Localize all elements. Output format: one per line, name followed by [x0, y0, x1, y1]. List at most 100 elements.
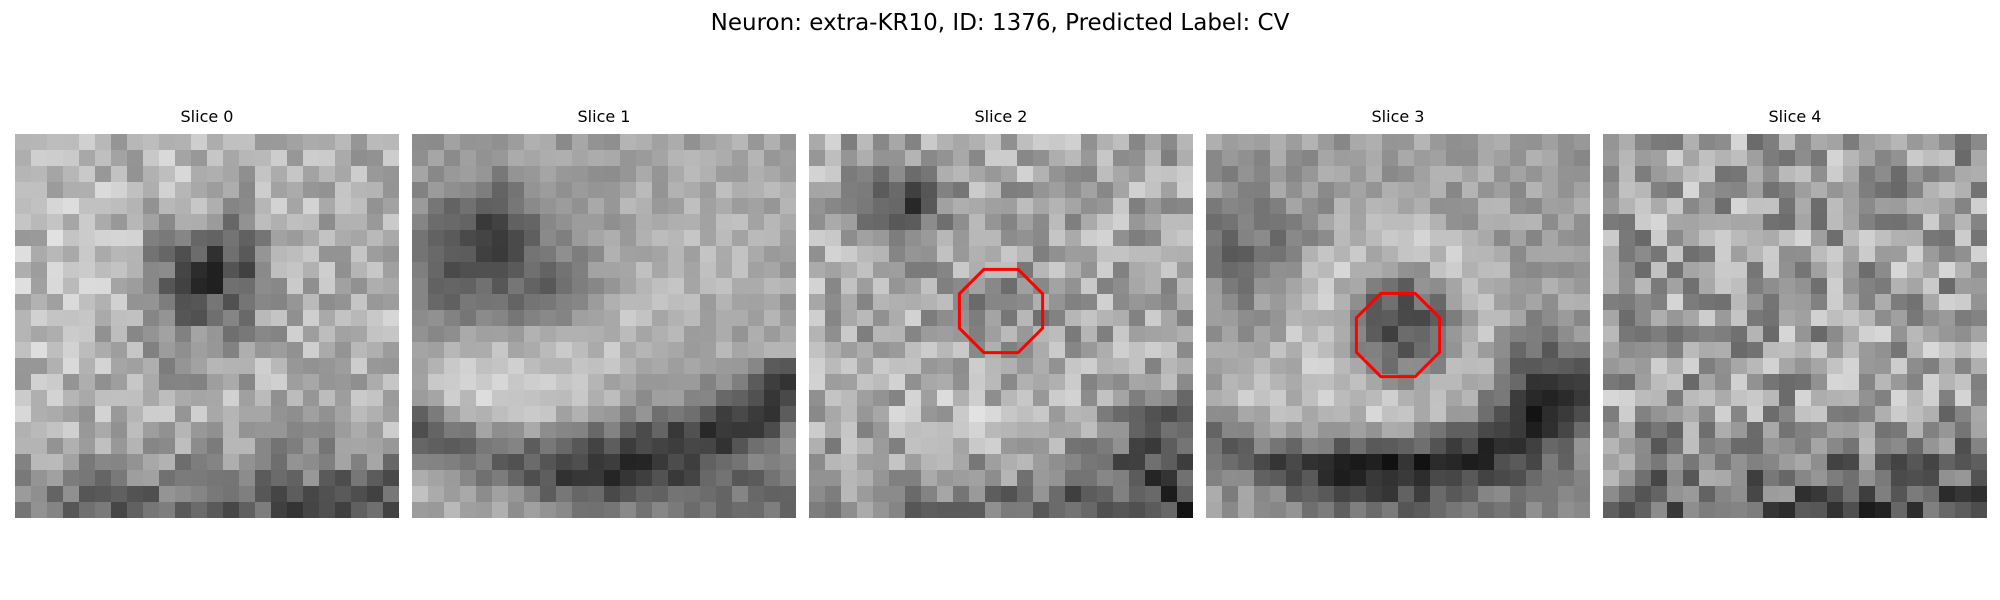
image-pixel	[1478, 390, 1495, 407]
image-pixel	[620, 198, 637, 215]
image-pixel	[1811, 470, 1828, 487]
slice-title-3: Slice 3	[1371, 107, 1425, 126]
image-pixel	[1334, 262, 1351, 279]
image-pixel	[1635, 502, 1652, 518]
image-pixel	[319, 214, 336, 231]
image-pixel	[889, 374, 906, 391]
image-pixel	[1635, 230, 1652, 247]
image-pixel	[15, 486, 32, 503]
image-pixel	[937, 438, 954, 455]
image-pixel	[1971, 214, 1987, 231]
image-pixel	[175, 246, 192, 263]
image-pixel	[540, 182, 557, 199]
image-pixel	[492, 502, 509, 518]
image-pixel	[1334, 502, 1351, 518]
image-pixel	[780, 406, 796, 423]
image-pixel	[1683, 406, 1700, 423]
image-pixel	[1811, 438, 1828, 455]
image-pixel	[1033, 214, 1050, 231]
image-pixel	[1049, 390, 1066, 407]
image-pixel	[953, 214, 970, 231]
image-pixel	[476, 246, 493, 263]
image-pixel	[1747, 390, 1764, 407]
image-pixel	[1859, 390, 1876, 407]
image-pixel	[367, 246, 384, 263]
image-pixel	[1875, 134, 1892, 151]
image-pixel	[255, 214, 272, 231]
image-pixel	[47, 230, 64, 247]
image-pixel	[1907, 470, 1924, 487]
image-pixel	[1206, 294, 1223, 311]
image-pixel	[841, 198, 858, 215]
image-pixel	[1334, 310, 1351, 327]
image-pixel	[841, 374, 858, 391]
image-pixel	[1033, 502, 1050, 518]
image-pixel	[255, 246, 272, 263]
image-pixel	[937, 166, 954, 183]
image-pixel	[1619, 374, 1636, 391]
image-pixel	[412, 134, 429, 151]
image-pixel	[1494, 166, 1511, 183]
image-pixel	[1270, 278, 1287, 295]
image-pixel	[700, 326, 717, 343]
image-pixel	[319, 182, 336, 199]
image-pixel	[335, 214, 352, 231]
image-pixel	[287, 214, 304, 231]
image-pixel	[239, 294, 256, 311]
image-pixel	[63, 214, 80, 231]
image-pixel	[444, 198, 461, 215]
image-pixel	[969, 470, 986, 487]
image-pixel	[588, 166, 605, 183]
image-pixel	[1238, 470, 1255, 487]
image-pixel	[889, 150, 906, 167]
image-pixel	[1923, 246, 1940, 263]
image-pixel	[524, 198, 541, 215]
image-pixel	[1398, 182, 1415, 199]
image-pixel	[159, 278, 176, 295]
image-pixel	[1177, 294, 1193, 311]
image-pixel	[1238, 230, 1255, 247]
image-pixel	[1699, 422, 1716, 439]
image-pixel	[1510, 230, 1527, 247]
image-pixel	[937, 182, 954, 199]
image-pixel	[383, 390, 399, 407]
image-pixel	[588, 230, 605, 247]
image-pixel	[444, 342, 461, 359]
image-pixel	[748, 262, 765, 279]
image-pixel	[508, 326, 525, 343]
image-pixel	[1526, 150, 1543, 167]
image-pixel	[1161, 502, 1178, 518]
image-pixel	[1971, 326, 1987, 343]
image-pixel	[1510, 214, 1527, 231]
image-pixel	[1222, 262, 1239, 279]
image-pixel	[207, 310, 224, 327]
image-pixel	[1651, 454, 1668, 471]
image-pixel	[351, 454, 368, 471]
image-pixel	[428, 422, 445, 439]
image-pixel	[668, 214, 685, 231]
image-pixel	[1891, 374, 1908, 391]
image-pixel	[556, 134, 573, 151]
image-pixel	[1923, 422, 1940, 439]
image-pixel	[271, 486, 288, 503]
image-pixel	[1161, 486, 1178, 503]
image-pixel	[460, 342, 477, 359]
image-pixel	[1923, 342, 1940, 359]
image-pixel	[825, 230, 842, 247]
image-pixel	[351, 358, 368, 375]
image-pixel	[889, 454, 906, 471]
image-pixel	[1398, 390, 1415, 407]
image-pixel	[428, 246, 445, 263]
image-pixel	[111, 390, 128, 407]
image-pixel	[604, 486, 621, 503]
image-pixel	[1635, 182, 1652, 199]
image-pixel	[684, 214, 701, 231]
image-pixel	[572, 262, 589, 279]
image-pixel	[255, 278, 272, 295]
image-pixel	[524, 502, 541, 518]
image-pixel	[572, 326, 589, 343]
image-pixel	[1286, 326, 1303, 343]
image-pixel	[63, 230, 80, 247]
image-pixel	[63, 406, 80, 423]
image-pixel	[1462, 246, 1479, 263]
